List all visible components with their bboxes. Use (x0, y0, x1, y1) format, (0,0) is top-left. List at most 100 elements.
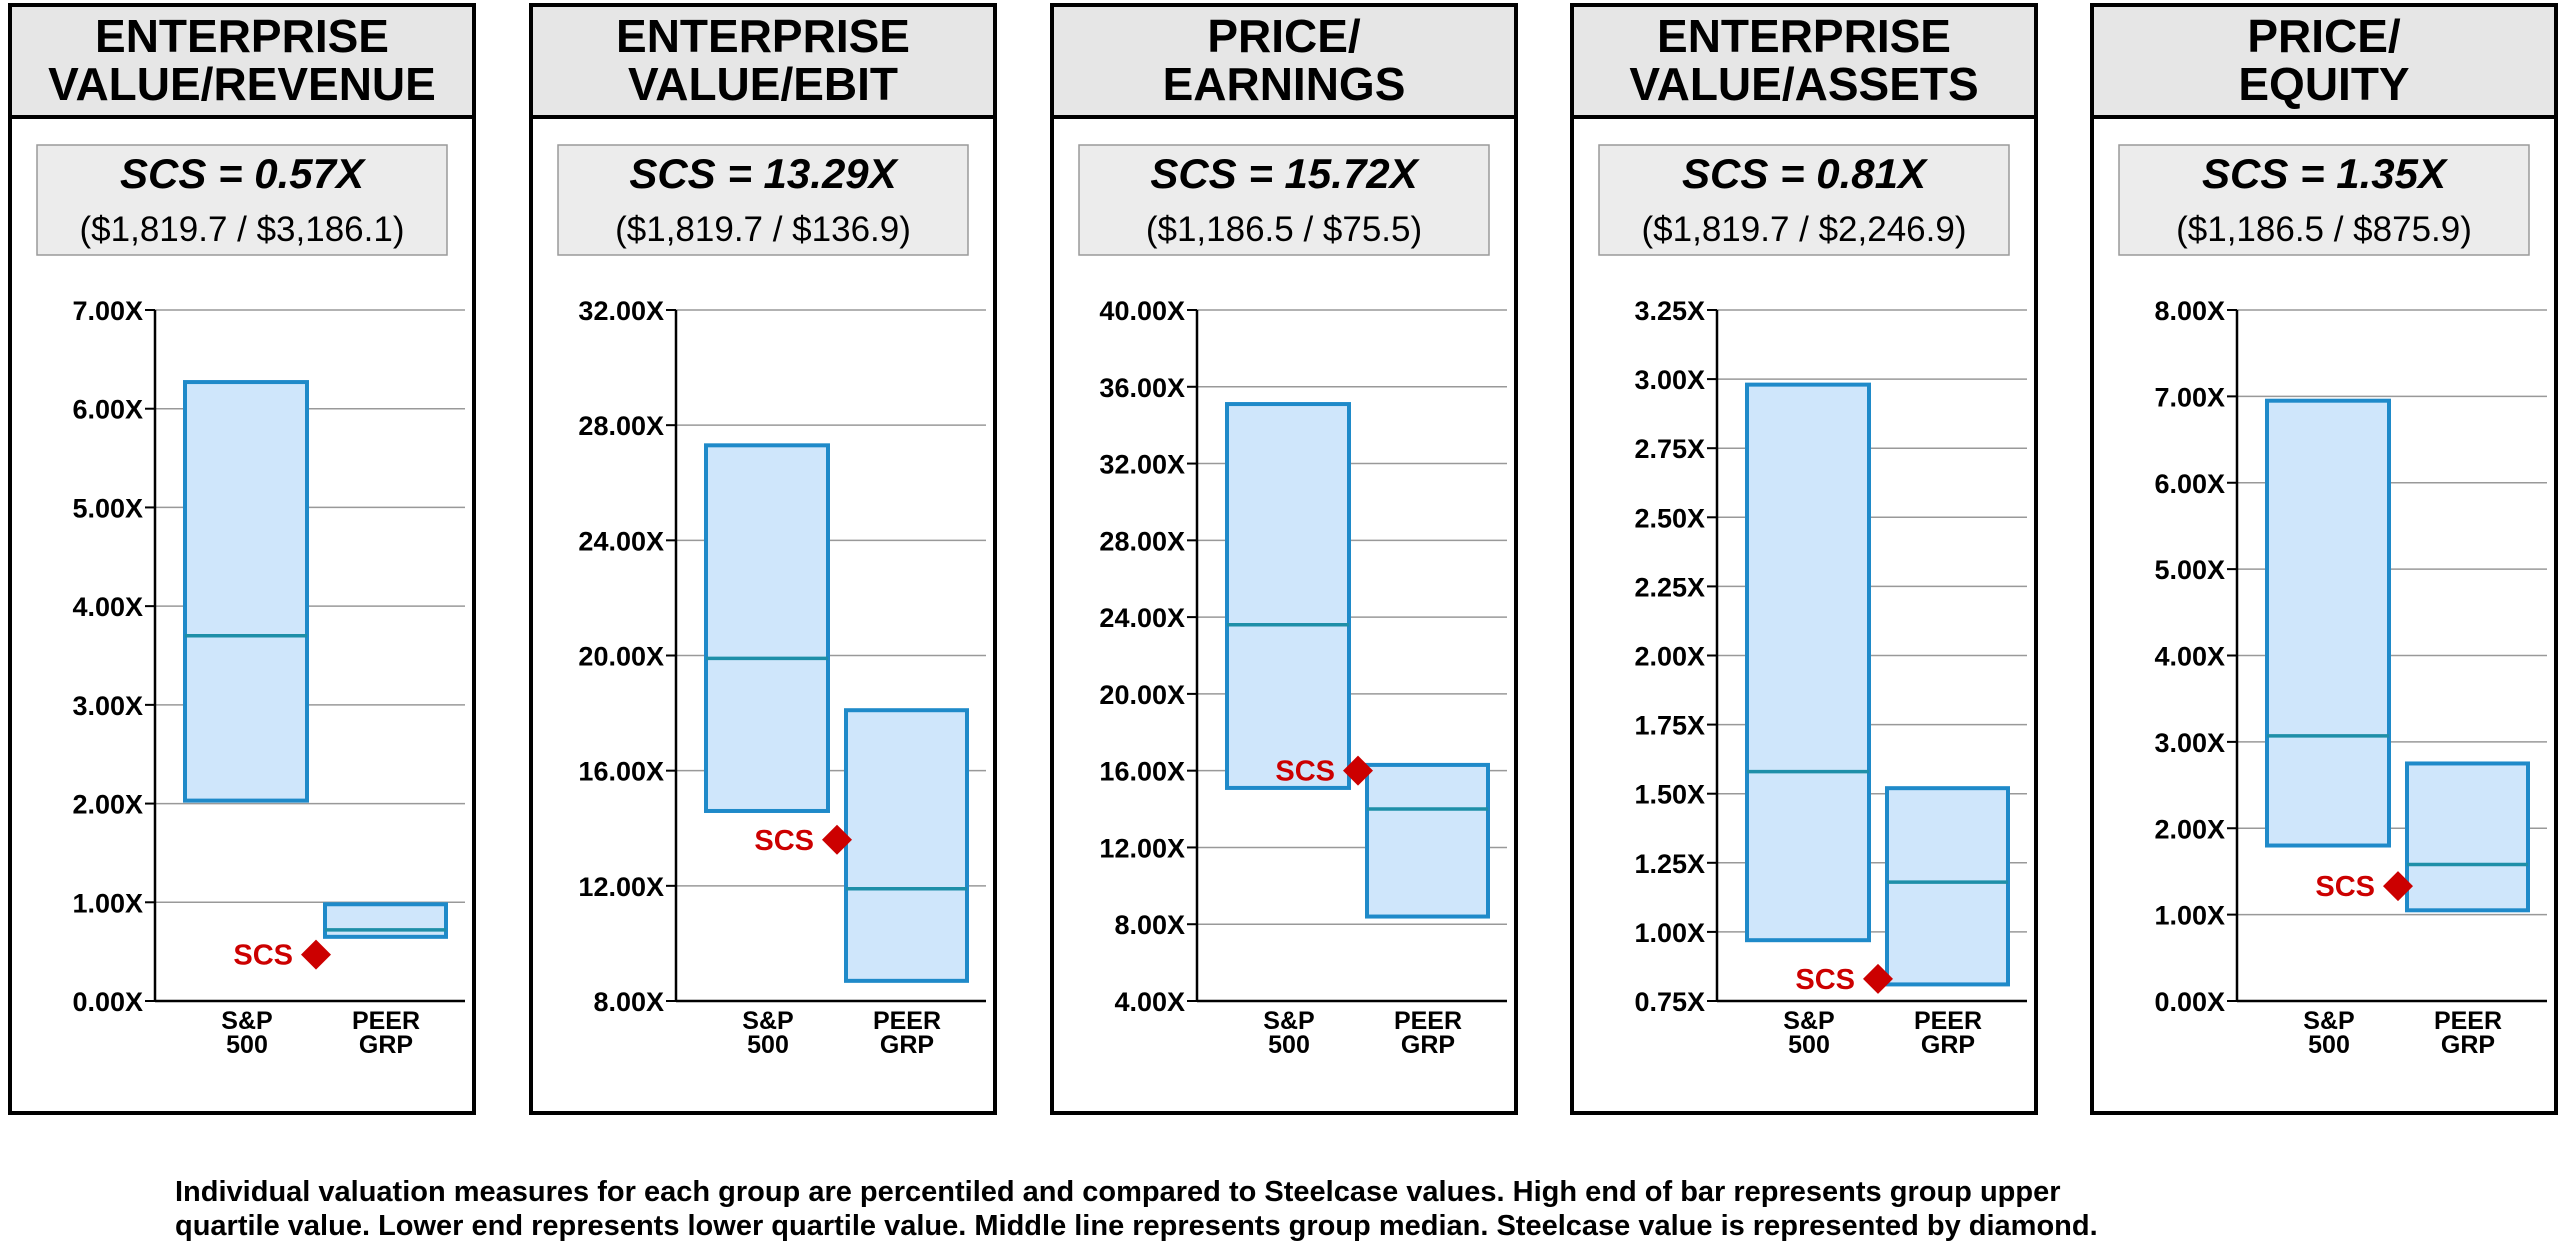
y-tick-label: 32.00X (578, 296, 664, 326)
y-tick-label: 2.75X (1634, 434, 1705, 464)
y-tick-label: 40.00X (1099, 296, 1185, 326)
box-peer (2405, 761, 2530, 913)
chart-panel-3: PRICE/EARNINGS SCS = 15.72X ($1,186.5 / $7… (1050, 3, 1518, 1115)
scs-diamond-marker (822, 824, 852, 855)
y-tick-label: 2.50X (1634, 503, 1705, 533)
panel-header (8, 3, 476, 119)
y-tick-label: 0.00X (72, 987, 143, 1017)
y-tick-label: 4.00X (1114, 987, 1185, 1017)
chart-title-line: VALUE/EBIT (628, 58, 898, 110)
headline-formula: ($1,819.7 / $2,246.9) (1642, 210, 1967, 249)
chart-title-line: EARNINGS (1163, 58, 1406, 110)
headline-value: SCS = 0.57X (120, 150, 367, 197)
category-label: S&P (742, 1007, 793, 1035)
y-tick-label: 2.00X (1634, 642, 1705, 672)
y-tick-label: 4.00X (72, 592, 143, 622)
category-label: PEER (1914, 1007, 1982, 1035)
y-tick-label: 1.00X (1634, 918, 1705, 948)
headline-formula: ($1,186.5 / $75.5) (1146, 210, 1422, 249)
y-tick-label: 5.00X (72, 493, 143, 523)
box-sp500 (2265, 398, 2391, 848)
y-tick-label: 8.00X (1114, 910, 1185, 940)
y-tick-label: 0.00X (2154, 987, 2225, 1017)
y-tick-label: 2.00X (2154, 814, 2225, 844)
category-label: S&P (1263, 1007, 1314, 1035)
chart-title-line: PRICE/ (1207, 10, 1361, 62)
category-label: 500 (1788, 1031, 1830, 1059)
chart-title-line: EQUITY (2238, 58, 2409, 110)
y-tick-label: 2.25X (1634, 572, 1705, 602)
y-tick-label: 8.00X (2154, 296, 2225, 326)
y-tick-label: 6.00X (2154, 469, 2225, 499)
headline-box (1078, 144, 1490, 256)
y-tick-label: 32.00X (1099, 450, 1185, 480)
category-label: S&P (1783, 1007, 1834, 1035)
headline-box (36, 144, 448, 256)
category-label: S&P (2303, 1007, 2354, 1035)
category-label: PEER (1394, 1007, 1462, 1035)
y-tick-label: 24.00X (578, 526, 664, 556)
y-tick-label: 7.00X (72, 296, 143, 326)
y-tick-label: 16.00X (578, 757, 664, 787)
y-tick-label: 20.00X (1099, 680, 1185, 710)
y-tick-label: 3.00X (1634, 365, 1705, 395)
category-label: GRP (359, 1031, 413, 1059)
category-label: PEER (2434, 1007, 2502, 1035)
scs-marker-label: SCS (1275, 756, 1335, 788)
category-label: GRP (1401, 1031, 1455, 1059)
box-peer (323, 902, 448, 939)
y-tick-label: 28.00X (1099, 526, 1185, 556)
category-label: GRP (2441, 1031, 2495, 1059)
y-tick-label: 20.00X (578, 642, 664, 672)
chart-title-line: ENTERPRISE (1657, 10, 1951, 62)
category-label: GRP (1921, 1031, 1975, 1059)
category-label: 500 (226, 1031, 268, 1059)
headline-formula: ($1,186.5 / $875.9) (2176, 210, 2472, 249)
scs-marker-label: SCS (1795, 964, 1855, 996)
box-sp500 (183, 380, 309, 803)
headline-formula: ($1,819.7 / $136.9) (615, 210, 911, 249)
category-label: S&P (221, 1007, 272, 1035)
y-tick-label: 1.50X (1634, 780, 1705, 810)
y-tick-label: 1.75X (1634, 711, 1705, 741)
y-tick-label: 8.00X (593, 987, 664, 1017)
panel-header (2090, 3, 2558, 119)
y-tick-label: 1.25X (1634, 849, 1705, 879)
box-peer (844, 708, 969, 983)
headline-box (2118, 144, 2530, 256)
y-tick-label: 24.00X (1099, 603, 1185, 633)
y-tick-label: 3.25X (1634, 296, 1705, 326)
box-sp500 (704, 443, 830, 813)
y-tick-label: 36.00X (1099, 373, 1185, 403)
chart-title-line: VALUE/REVENUE (48, 58, 436, 110)
scs-marker-label: SCS (754, 825, 814, 857)
box-peer (1885, 786, 2010, 987)
panel-header (1570, 3, 2038, 119)
category-label: PEER (873, 1007, 941, 1035)
headline-box (557, 144, 969, 256)
y-tick-label: 1.00X (72, 888, 143, 918)
y-tick-label: 12.00X (578, 872, 664, 902)
category-label: PEER (352, 1007, 420, 1035)
chart-panel-5: PRICE/EQUITY SCS = 1.35X ($1,186.5 / $875.… (2090, 3, 2558, 1115)
scs-diamond-marker (1863, 963, 1893, 994)
y-tick-label: 1.00X (2154, 901, 2225, 931)
box-sp500 (1745, 382, 1871, 943)
category-label: 500 (747, 1031, 789, 1059)
chart-title-line: VALUE/ASSETS (1629, 58, 1978, 110)
chart-title-line: ENTERPRISE (616, 10, 910, 62)
box-peer (1365, 762, 1490, 919)
y-tick-label: 12.00X (1099, 833, 1185, 863)
y-tick-label: 6.00X (72, 395, 143, 425)
y-tick-label: 3.00X (72, 691, 143, 721)
panel-header (529, 3, 997, 119)
headline-value: SCS = 13.29X (629, 150, 899, 197)
headline-box (1598, 144, 2010, 256)
scs-marker-label: SCS (2315, 871, 2375, 903)
y-tick-label: 5.00X (2154, 555, 2225, 585)
scs-diamond-marker (2383, 871, 2413, 902)
y-tick-label: 7.00X (2154, 382, 2225, 412)
